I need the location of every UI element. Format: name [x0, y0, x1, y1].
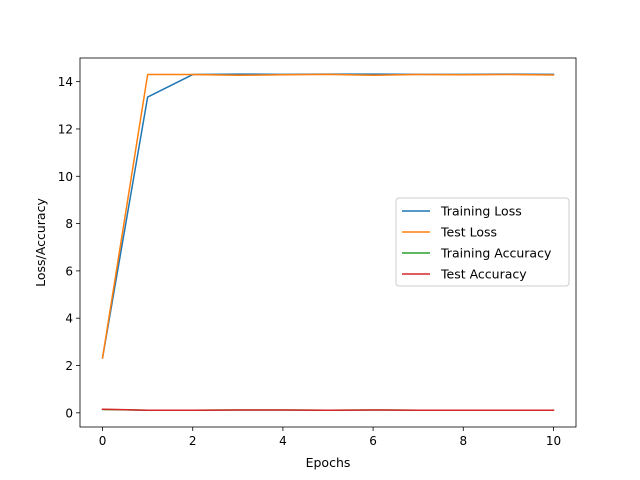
- y-tick-label: 14: [58, 75, 73, 89]
- legend-label: Test Loss: [440, 225, 497, 240]
- x-axis-label: Epochs: [306, 455, 351, 470]
- series-line-test-accuracy: [101, 408, 555, 411]
- y-tick-label: 8: [65, 217, 73, 231]
- y-tick-label: 6: [65, 264, 73, 278]
- x-tick-label: 10: [546, 434, 561, 448]
- legend-frame: [395, 197, 570, 287]
- y-tick-label: 12: [58, 122, 73, 136]
- x-tick-label: 8: [459, 434, 467, 448]
- y-tick-label: 10: [58, 170, 73, 184]
- tick-layer: 0 2 4 6 8 10 0 2 4 6 8 10 12 14: [58, 75, 561, 448]
- x-tick-label: 4: [279, 434, 287, 448]
- legend: Training Loss Test Loss Training Accuracy T…: [395, 197, 570, 287]
- x-tick-label: 2: [189, 434, 197, 448]
- y-tick-label: 4: [65, 312, 73, 326]
- x-tick-label: 6: [369, 434, 377, 448]
- y-axis-label: Loss/Accuracy: [33, 198, 48, 287]
- x-tick-label: 0: [99, 434, 107, 448]
- plot-frame: [79, 57, 577, 428]
- series-layer: [101, 73, 555, 411]
- series-line-test-loss: [101, 73, 555, 359]
- legend-label: Training Loss: [440, 204, 522, 219]
- legend-label: Test Accuracy: [440, 267, 527, 282]
- legend-label: Training Accuracy: [440, 246, 552, 261]
- y-tick-label: 0: [65, 406, 73, 420]
- y-tick-label: 2: [65, 359, 73, 373]
